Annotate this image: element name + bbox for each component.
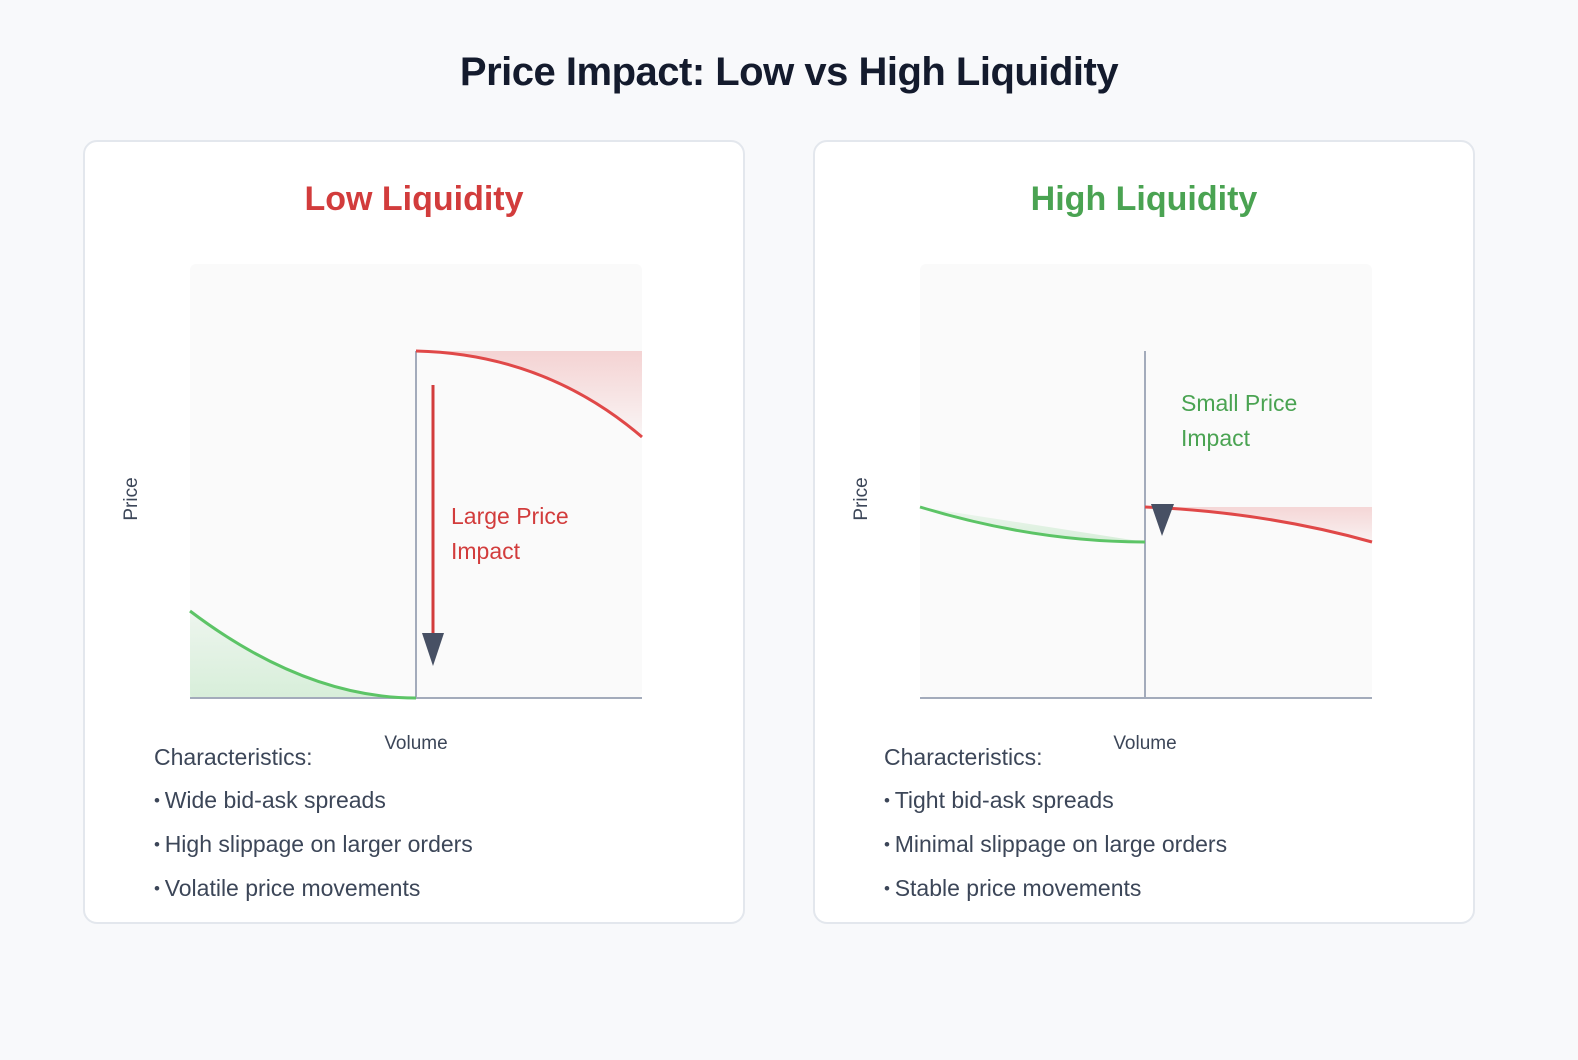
characteristic-item: Tight bid-ask spreads bbox=[884, 778, 1227, 822]
high-liquidity-diagram: Small Price Impact Price Volume bbox=[851, 264, 1373, 754]
supply-fill bbox=[416, 351, 642, 437]
annotation-line-2: Impact bbox=[451, 538, 521, 564]
characteristic-item: High slippage on larger orders bbox=[154, 822, 473, 866]
panel-heading: High Liquidity bbox=[1030, 180, 1258, 218]
supply-curve bbox=[1144, 505, 1373, 544]
y-axis-label: Price bbox=[121, 477, 142, 520]
characteristics-label: Characteristics: bbox=[154, 744, 313, 770]
low-liquidity-card: Low Liquidity Large Price Impact Price V… bbox=[83, 140, 745, 924]
characteristic-item: Stable price movements bbox=[884, 866, 1227, 910]
x-axis-label: Volume bbox=[384, 733, 447, 754]
demand-fill bbox=[920, 507, 1145, 542]
low-liquidity-diagram: Large Price Impact Price Volume bbox=[121, 264, 643, 754]
characteristics: Characteristics: Tight bid-ask spreads M… bbox=[884, 744, 1227, 901]
demand-curve bbox=[189, 609, 417, 700]
demand-curve bbox=[919, 505, 1146, 544]
supply-fill bbox=[1145, 507, 1372, 542]
characteristic-item: Minimal slippage on large orders bbox=[884, 822, 1227, 866]
panel-heading: Low Liquidity bbox=[304, 180, 524, 218]
high-liquidity-card: High Liquidity Small Price Impact Price … bbox=[813, 140, 1475, 924]
characteristics: Characteristics: Wide bid-ask spreads Hi… bbox=[154, 744, 473, 901]
page-title: Price Impact: Low vs High Liquidity bbox=[459, 50, 1119, 94]
x-axis-label: Volume bbox=[1113, 733, 1176, 754]
annotation-line-1: Small Price bbox=[1181, 390, 1297, 416]
supply-curve bbox=[415, 349, 643, 439]
demand-fill bbox=[190, 611, 416, 698]
characteristic-item: Wide bid-ask spreads bbox=[154, 778, 473, 822]
arrow-down-icon bbox=[422, 633, 444, 666]
arrow-down-icon bbox=[1151, 504, 1174, 536]
characteristic-item: Volatile price movements bbox=[154, 866, 473, 910]
annotation-line-2: Impact bbox=[1181, 425, 1251, 451]
annotation-line-1: Large Price bbox=[451, 503, 569, 529]
characteristics-label: Characteristics: bbox=[884, 744, 1043, 770]
y-axis-label: Price bbox=[851, 477, 872, 520]
